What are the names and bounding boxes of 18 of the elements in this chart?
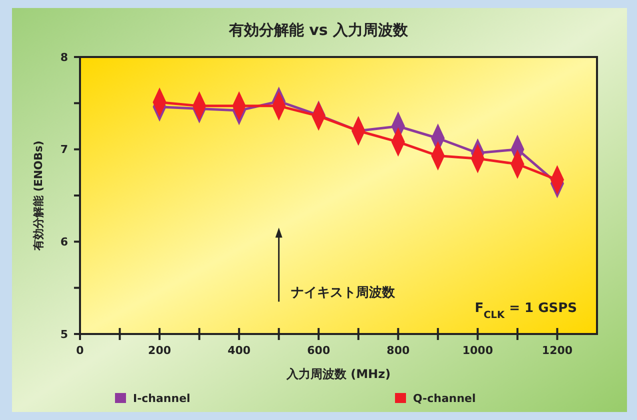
- y-tick-label: 8: [60, 50, 68, 64]
- x-tick-label: 0: [76, 344, 84, 357]
- y-tick-label: 7: [60, 143, 68, 156]
- legend-label: Q-channel: [413, 392, 476, 405]
- x-tick-label: 1200: [542, 344, 573, 357]
- x-tick-label: 600: [307, 344, 330, 357]
- annotation: ナイキスト周波数: [290, 286, 396, 301]
- legend-label: I-channel: [133, 392, 190, 405]
- x-tick-label: 200: [148, 344, 172, 357]
- x-tick-label: 1000: [462, 344, 494, 357]
- x-axis-title: 入力周波数 (MHz): [285, 367, 391, 381]
- chart-title: 有効分解能 vs 入力周波数: [228, 21, 410, 39]
- y-axis-title: 有効分解能 (ENOBs): [32, 140, 45, 252]
- x-tick-label: 400: [228, 344, 251, 357]
- y-tick-label: 5: [60, 328, 68, 341]
- y-tick-label: 6: [60, 236, 68, 249]
- x-tick-label: 800: [386, 344, 410, 357]
- annotation: F$_{CLK}$ = 1 GSPS: [474, 301, 577, 320]
